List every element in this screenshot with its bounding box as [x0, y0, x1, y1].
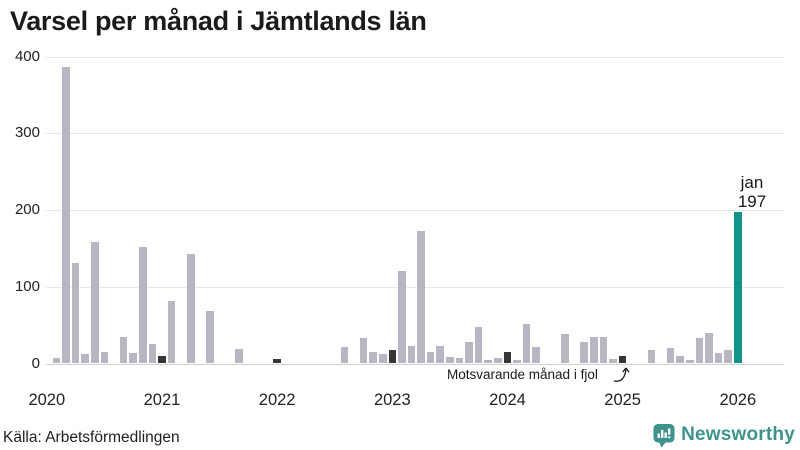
bar-2023-aug: [455, 358, 464, 364]
x-tick-label-2026: 2026: [719, 391, 757, 409]
y-tick-label-200: 200: [14, 201, 40, 218]
bar-2023-jun: [436, 345, 445, 364]
bar-2025-nov: [714, 352, 723, 364]
current-month-label: jan: [740, 173, 764, 192]
y-tick-label-400: 400: [14, 47, 40, 65]
bar-2023-okt: [474, 327, 483, 364]
bar-2022-nov: [369, 351, 377, 364]
newsworthy-wordmark: Newsworthy: [681, 424, 795, 445]
x-tick-label-2024: 2024: [489, 391, 526, 409]
bar-2022-aug: [340, 347, 349, 364]
bar-2026-jan: [734, 212, 742, 364]
bar-2023-jul: [446, 356, 454, 364]
bar-2025-dec: [724, 349, 732, 364]
bar-2022-okt: [359, 338, 368, 364]
bar-2024-jul: [561, 333, 569, 364]
bar-2025-sep: [695, 338, 704, 364]
bar-2024-okt: [590, 337, 598, 364]
y-tick-label-100: 100: [14, 277, 40, 295]
bar-2023-apr: [417, 230, 425, 364]
bar-2024-nov: [599, 337, 608, 364]
bar-2025-jan: [618, 355, 627, 364]
bar-2020-okt: [129, 352, 137, 364]
bar-2024-dec: [609, 358, 617, 364]
bar-2021-apr: [186, 253, 195, 364]
x-tick-label-2025: 2025: [604, 391, 641, 409]
bar-2020-apr: [71, 262, 80, 364]
bar-2023-nov: [484, 360, 493, 364]
current-value-number: 197: [737, 191, 767, 211]
newsworthy-logo: Newsworthy: [652, 422, 795, 448]
bar-2024-feb: [513, 359, 521, 364]
bar-2021-jun: [206, 310, 214, 364]
x-tick-label-2022: 2022: [258, 391, 296, 409]
gridline-200: [46, 210, 784, 211]
bar-2024-jan: [503, 351, 512, 364]
annotation-arrow-icon: [613, 367, 630, 382]
bar-2020-jul: [100, 351, 109, 364]
bar-2023-maj: [426, 351, 435, 364]
bar-2023-feb: [398, 271, 406, 364]
comparison-annotation: Motsvarande månad i fjol: [447, 367, 598, 382]
bar-2024-sep: [580, 342, 589, 364]
bar-2020-jun: [90, 242, 99, 364]
x-tick-label-2021: 2021: [143, 391, 181, 409]
bar-2025-aug: [686, 359, 694, 364]
bar-2023-jan: [388, 349, 397, 364]
gridline-0: [46, 363, 784, 365]
bar-2024-apr: [532, 347, 541, 364]
bar-2021-sep: [234, 348, 243, 364]
bar-2020-nov: [138, 246, 147, 364]
bar-2021-feb: [167, 300, 176, 364]
bar-2025-apr: [647, 350, 656, 364]
x-tick-label-2020: 2020: [28, 391, 66, 409]
y-tick-label-300: 300: [14, 124, 40, 142]
bar-2020-feb: [52, 358, 61, 364]
bar-2025-jul: [676, 355, 685, 364]
bar-2025-jun: [666, 348, 675, 364]
current-value-label: jan 197: [726, 173, 778, 211]
plot-area: jan 197 Motsvarande månad i fjol 0 100 200…: [14, 47, 784, 409]
bar-2023-sep: [465, 342, 473, 364]
bar-2020-dec: [148, 343, 157, 364]
gridline-300: [46, 133, 784, 135]
bar-2025-okt: [705, 332, 713, 364]
newsworthy-bubble-icon: [653, 423, 675, 447]
gridline-100: [46, 286, 784, 288]
bar-2022-dec: [378, 353, 387, 364]
bar-2023-dec: [494, 358, 502, 364]
bar-2023-mar: [407, 345, 416, 364]
y-tick-label-0: 0: [31, 354, 40, 372]
bar-2021-jan: [158, 355, 166, 364]
gridline-400: [46, 56, 784, 58]
bar-2020-mar: [62, 67, 70, 364]
x-tick-label-2023: 2023: [373, 391, 411, 409]
bar-2024-mar: [522, 323, 531, 364]
source-label: Källa: Arbetsförmedlingen: [3, 429, 180, 446]
bar-2020-sep: [119, 337, 128, 364]
bar-2020-maj: [81, 353, 89, 364]
bar-2022-jan: [273, 358, 281, 364]
chart-title: Varsel per månad i Jämtlands län: [10, 6, 427, 36]
